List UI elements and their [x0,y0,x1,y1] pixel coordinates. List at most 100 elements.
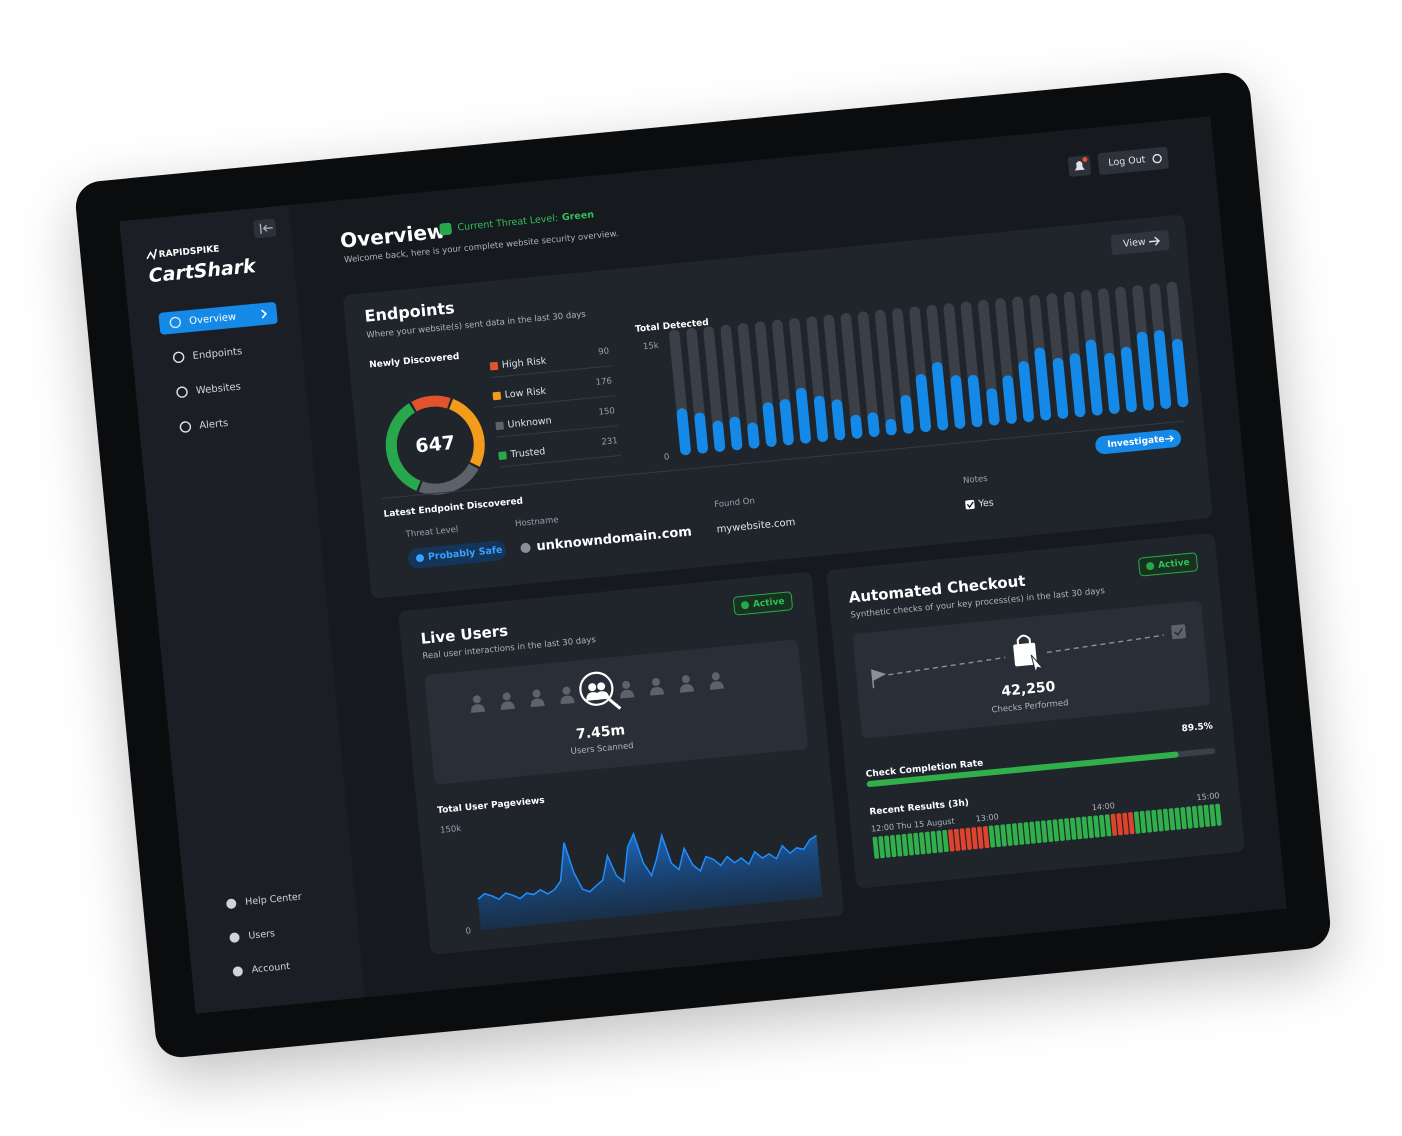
nav-item[interactable]: Overview [189,312,237,327]
status-badge [733,591,793,616]
legend-divider [496,424,619,438]
bar [1085,339,1103,416]
threat-level: Green [561,209,594,223]
result-bar [930,831,938,854]
person-icon [709,681,724,690]
nav-item[interactable]: Endpoints [192,346,243,362]
footer-icon [226,898,237,909]
legend-divider [491,365,613,378]
result-bar [1128,812,1135,835]
bar [931,361,949,431]
result-bar [1017,822,1025,845]
note-value: Yes [977,497,994,510]
bar [986,388,1000,426]
result-bar [1133,811,1141,834]
result-bar [1151,809,1158,832]
nav-icon [169,316,182,329]
progress-value: 89.5% [1181,721,1213,734]
donut-slice [418,463,479,495]
legend-swatch [492,391,502,401]
stat-panel [852,601,1211,738]
nav-active[interactable] [158,302,278,335]
arrow-icon [1149,236,1161,246]
view-button[interactable] [1110,230,1170,256]
result-bar [1197,805,1205,828]
result-bar [1168,808,1176,831]
person-icon [500,701,515,711]
time-label: 14:00 [1091,801,1115,812]
person-icon [532,689,541,698]
note-checkbox [965,499,975,510]
person-icon [595,691,610,700]
magnifier-handle [608,698,622,710]
bar-track [874,309,897,436]
bar [1153,330,1172,409]
y-tick-label: 0 [465,926,471,936]
footer-item[interactable]: Help Center [245,892,303,908]
person-icon [620,689,635,699]
result-bar [1139,810,1147,834]
result-bar [1203,804,1211,827]
threat-label: Current Threat Level: [457,213,559,234]
bar [1136,331,1154,411]
result-bar [1046,819,1054,842]
result-bar [1000,824,1007,847]
result-bar [1023,822,1031,845]
result-bar [1058,818,1065,841]
investigate-button[interactable] [1095,429,1182,455]
result-bar [1052,819,1060,842]
result-bar [1209,804,1216,827]
status-label: Active [1158,558,1190,571]
progress-bar [866,751,1179,788]
bar [762,402,777,447]
bar [694,412,708,454]
legend-swatch [489,361,499,371]
nav-chevron [261,309,268,319]
card-bg [343,215,1213,599]
dashed-path [1046,634,1164,654]
footer-icon [229,932,240,943]
bar [729,416,743,451]
nav-icon [172,351,185,363]
view-label: View [1123,237,1147,250]
status-badge [1138,552,1198,577]
area-fill [477,833,823,930]
logout-button[interactable] [1097,146,1169,176]
dashed-path [888,656,1006,676]
bar [1069,353,1086,418]
result-bar [1035,821,1042,844]
y-tick-label: 0 [664,452,670,462]
y-tick-label: 150k [440,824,462,836]
bar [885,418,897,436]
footer-item[interactable]: Users [248,928,276,942]
result-bar [942,829,949,853]
person-icon [650,686,665,696]
legend-value: 231 [601,436,618,448]
bar [867,412,880,437]
bar-track [703,326,726,452]
result-bar [919,832,926,855]
bar [967,374,983,428]
check-mark [966,501,974,509]
result-bar [948,829,955,852]
result-bar [1075,817,1083,840]
bar [915,374,931,433]
power-icon [1152,153,1162,164]
result-bar [890,835,897,858]
flag-icon [871,669,887,689]
status-icon [741,601,750,610]
person-icon [588,683,597,692]
legend-value: 176 [595,376,612,388]
nav-item[interactable]: Alerts [199,418,229,432]
bar-track [840,313,863,439]
footer-item[interactable]: Account [251,961,291,976]
done-checkbox [1171,624,1187,640]
bar [779,399,794,446]
nav-item[interactable]: Websites [195,381,241,396]
result-bar [965,827,972,850]
result-bar [907,833,914,856]
result-bar [1110,813,1118,836]
person-icon [681,675,690,684]
